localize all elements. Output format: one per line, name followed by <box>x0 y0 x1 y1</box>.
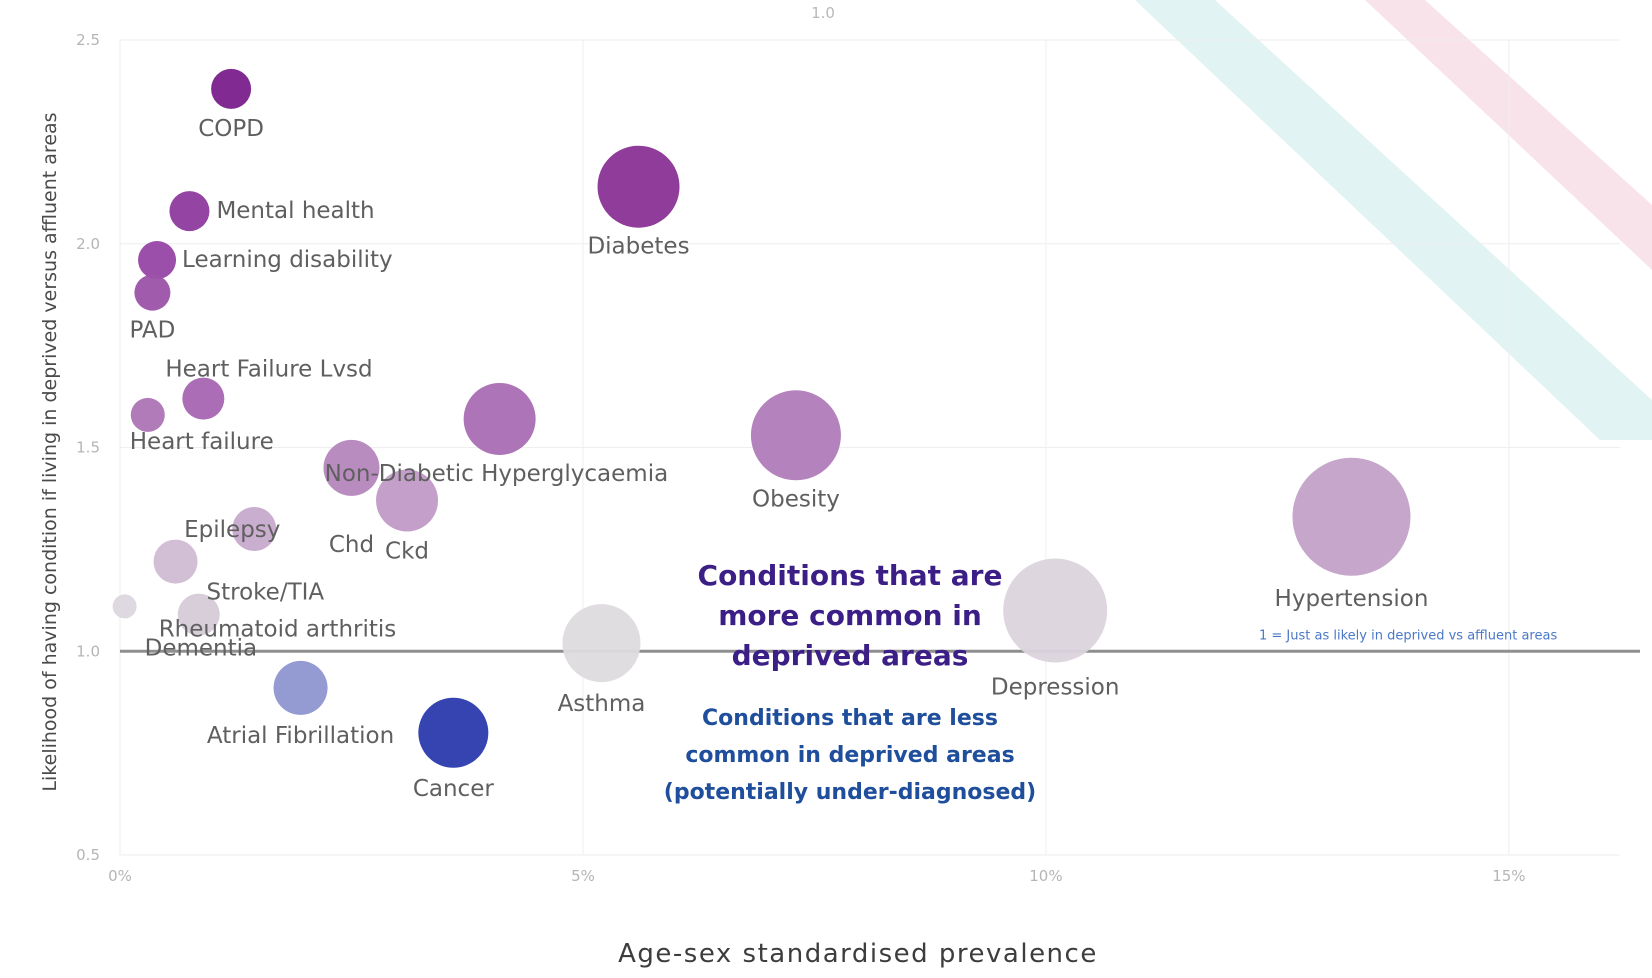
bubble-label-hypertension: Hypertension <box>1275 586 1429 612</box>
axes-group: 0% 5% 10% 15% 0.5 1.0 1.5 2.0 2.5 1.0 Age-sex stan… <box>39 4 1526 969</box>
bubble-learning-disability <box>138 241 177 280</box>
annotation-less-common: Conditions that are less common in depri… <box>640 700 1060 811</box>
bubble-obesity <box>750 390 841 481</box>
bubble-label-depression: Depression <box>991 675 1120 701</box>
bubble-depression <box>1003 558 1108 663</box>
bubble-label-stroke-tia: Stroke/TIA <box>207 580 325 606</box>
bubble-label-atrial-fibrillation: Atrial Fibrillation <box>207 723 394 749</box>
bubble-epilepsy <box>232 507 277 551</box>
bubble-label-learning-disability: Learning disability <box>182 247 393 273</box>
x-tick-label: 0% <box>108 867 132 885</box>
bubble-label-diabetes: Diabetes <box>587 234 689 260</box>
bubble-label-dementia: Dementia <box>145 635 258 661</box>
y-tick-label: 2.5 <box>76 31 100 49</box>
annotation-line: Conditions that are <box>697 559 1003 592</box>
bubble-cancer <box>418 697 489 768</box>
bubble-pad <box>134 274 171 311</box>
top-label: 1.0 <box>811 4 835 22</box>
y-tick-label: 1.0 <box>76 642 100 660</box>
bubble-asthma <box>562 604 641 683</box>
x-tick-label: 15% <box>1492 867 1525 885</box>
bubbles-group <box>112 68 1411 768</box>
bubble-label-pad: PAD <box>129 318 175 344</box>
bubble-stroke-tia <box>153 539 198 584</box>
x-tick-label: 10% <box>1029 867 1062 885</box>
bubble-label-chd: Chd <box>329 532 374 558</box>
bubble-label-non-diabetic-hyperglycaemia: Non-Diabetic Hyperglycaemia <box>325 461 669 487</box>
annotation-line: common in deprived areas <box>685 743 1015 768</box>
bubble-mental-health <box>169 191 210 232</box>
annotation-line: more common in <box>718 599 982 632</box>
decorative-ribbons <box>1135 0 1652 440</box>
bubble-chd <box>323 439 380 496</box>
bubble-label-ckd: Ckd <box>385 538 429 564</box>
bubble-label-obesity: Obesity <box>752 486 840 512</box>
annotation-line: (potentially under-diagnosed) <box>663 780 1037 805</box>
annotation-line: deprived areas <box>731 639 969 672</box>
reference-line-label: 1 = Just as likely in deprived vs afflue… <box>1259 628 1557 643</box>
bubble-diabetes <box>597 145 680 228</box>
y-axis-title: Likelihood of having condition if living… <box>39 112 61 791</box>
x-tick-label: 5% <box>571 867 595 885</box>
annotation-more-common: Conditions that are more common in depri… <box>660 556 1040 676</box>
bubble-labels-group: COPD Mental health Learning disability PAD D… <box>129 116 1428 802</box>
bubble-heart-failure-lvsd <box>182 377 225 420</box>
reference-line-group: 1 = Just as likely in deprived vs afflue… <box>120 628 1640 653</box>
bubble-label-heart-failure: Heart failure <box>130 429 274 455</box>
y-tick-label: 0.5 <box>76 846 100 864</box>
bubble-label-asthma: Asthma <box>558 691 646 717</box>
bubble-label-mental-health: Mental health <box>216 198 374 224</box>
bubble-non-diabetic-hyperglycaemia <box>463 382 536 455</box>
bubble-atrial-fibrillation <box>273 660 328 715</box>
bubble-label-heart-failure-lvsd: Heart Failure Lvsd <box>165 357 372 383</box>
bubble-heart-failure <box>130 397 165 432</box>
bubble-hypertension <box>1292 457 1411 576</box>
bubble-copd <box>211 68 252 109</box>
bubble-rheumatoid-arthritis <box>177 593 220 636</box>
annotation-line: Conditions that are less <box>702 706 998 731</box>
bubble-ckd <box>376 469 439 532</box>
bubble-label-copd: COPD <box>198 116 264 142</box>
x-axis-title: Age-sex standardised prevalence <box>618 939 1098 969</box>
bubble-label-epilepsy: Epilepsy <box>184 517 280 543</box>
y-tick-label: 2.0 <box>76 235 100 253</box>
y-tick-label: 1.5 <box>76 439 100 457</box>
bubble-dementia <box>112 594 137 619</box>
bubble-label-rheumatoid-arthritis: Rheumatoid arthritis <box>159 617 397 643</box>
bubble-label-cancer: Cancer <box>413 776 495 802</box>
